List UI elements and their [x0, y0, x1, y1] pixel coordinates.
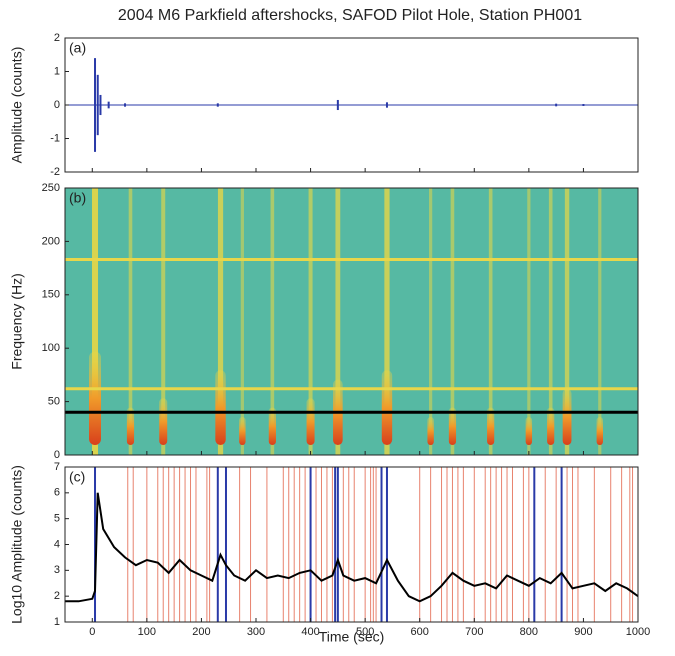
y-tick-label: 3: [54, 564, 60, 576]
event-streak: [429, 188, 433, 455]
y-tick-label: 150: [42, 289, 60, 301]
y-tick-label: 2: [54, 32, 60, 44]
y-tick-label: 4: [54, 538, 60, 550]
event-energy: [525, 416, 533, 445]
event-energy: [596, 416, 603, 445]
panel-frame: [64, 187, 639, 456]
event-energy: [126, 407, 135, 445]
x-tick-label: 0: [89, 626, 95, 638]
y-tick-label: 7: [54, 461, 60, 473]
event-streak: [450, 188, 455, 455]
y-tick-label: -2: [50, 166, 60, 178]
event-streak: [217, 188, 224, 455]
y-axis-label: Log10 Amplitude (counts): [9, 465, 25, 624]
chart-title: 2004 M6 Parkfield aftershocks, SAFOD Pil…: [118, 7, 582, 24]
y-tick-label: 250: [42, 182, 60, 194]
event-streak: [128, 188, 133, 455]
x-axis-label: Time (sec): [319, 629, 385, 645]
event-streak: [527, 188, 531, 455]
x-tick-label: 200: [192, 626, 210, 638]
y-tick-label: 2: [54, 590, 60, 602]
y-tick-label: 5: [54, 513, 60, 525]
event-streak: [564, 188, 570, 455]
event-energy: [381, 370, 393, 445]
event-streak: [488, 188, 493, 455]
panel-label: (c): [69, 469, 85, 485]
event-energy: [159, 398, 168, 445]
y-axis-label: Amplitude (counts): [9, 47, 25, 164]
y-tick-label: -1: [50, 132, 60, 144]
x-tick-label: 100: [138, 626, 156, 638]
event-energy: [547, 407, 555, 445]
plot-area: [65, 58, 638, 152]
event-energy: [306, 398, 315, 445]
y-tick-label: 0: [54, 99, 60, 111]
panel-frame: [64, 466, 639, 623]
y-tick-label: 0: [54, 449, 60, 461]
event-streak: [598, 188, 602, 455]
event-streak: [161, 188, 166, 455]
amplitude-line: [65, 492, 638, 603]
x-tick-label: 400: [301, 626, 319, 638]
event-streak: [92, 188, 99, 455]
panel-frame: [64, 37, 639, 173]
event-energy: [487, 407, 495, 445]
y-axis-label: Frequency (Hz): [9, 273, 25, 369]
x-tick-label: 600: [411, 626, 429, 638]
event-energy: [89, 351, 102, 445]
event-energy: [239, 416, 246, 445]
event-streak: [240, 188, 244, 455]
event-energy: [215, 370, 226, 445]
y-tick-label: 50: [48, 396, 60, 408]
event-streak: [270, 188, 275, 455]
y-tick-label: 1: [54, 616, 60, 628]
plot-area: [65, 467, 638, 622]
x-tick-label: 1000: [626, 626, 650, 638]
x-tick-label: 800: [520, 626, 538, 638]
event-streak: [308, 188, 313, 455]
panel-label: (b): [69, 190, 86, 206]
event-streak: [335, 188, 341, 455]
y-tick-label: 200: [42, 235, 60, 247]
event-energy: [448, 407, 457, 445]
event-streak: [548, 188, 553, 455]
y-tick-label: 1: [54, 65, 60, 77]
panel-label: (a): [69, 40, 86, 56]
event-energy: [427, 416, 434, 445]
plot-area: [65, 188, 638, 455]
x-tick-label: 900: [574, 626, 592, 638]
event-streak: [384, 188, 390, 455]
x-tick-label: 700: [465, 626, 483, 638]
x-tick-label: 300: [247, 626, 265, 638]
event-energy: [268, 407, 276, 445]
x-tick-label: 500: [356, 626, 374, 638]
y-tick-label: 100: [42, 342, 60, 354]
y-tick-label: 6: [54, 487, 60, 499]
event-energy: [562, 388, 572, 445]
